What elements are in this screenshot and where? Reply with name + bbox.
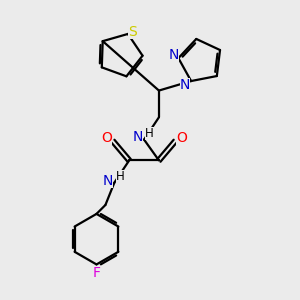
Text: N: N	[180, 79, 190, 92]
Text: O: O	[101, 131, 112, 145]
Text: F: F	[92, 266, 101, 280]
Text: N: N	[169, 48, 179, 62]
Text: H: H	[145, 127, 154, 140]
Text: O: O	[176, 131, 187, 145]
Text: S: S	[128, 26, 137, 40]
Text: H: H	[116, 170, 125, 183]
Text: N: N	[132, 130, 143, 144]
Text: N: N	[103, 174, 113, 188]
